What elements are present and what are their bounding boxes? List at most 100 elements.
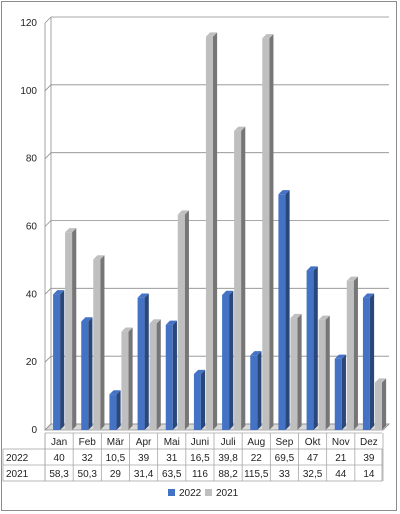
bar-side-2021-okt xyxy=(325,315,330,430)
x-category-label: Nov xyxy=(332,437,350,448)
bar-side-2021-mai xyxy=(184,210,189,430)
table-cell-value: 44 xyxy=(335,469,347,480)
table-series-label: 2021 xyxy=(6,469,29,480)
table-cell-value: 69,5 xyxy=(275,453,295,464)
table-cell-value: 116 xyxy=(192,469,208,480)
bar-top-2021-jan xyxy=(65,228,77,233)
table-cell-value: 39,8 xyxy=(218,453,238,464)
bar-side-2021-nov xyxy=(353,276,358,430)
bar-side-2022-apr xyxy=(144,293,149,430)
table-cell-value: 21 xyxy=(335,453,347,464)
bar-side-2021-jan xyxy=(72,228,77,430)
y-tick-label: 20 xyxy=(26,357,38,368)
bar-side-2021-aug xyxy=(269,34,274,430)
table-cell-value: 39 xyxy=(363,453,375,464)
bar-2022-feb xyxy=(81,321,89,430)
table-cell-value: 14 xyxy=(363,469,375,480)
bar-2021-sep xyxy=(290,318,298,430)
table-cell-value: 40 xyxy=(54,453,66,464)
bar-side-2021-feb xyxy=(100,255,105,430)
bar-top-2021-okt xyxy=(318,315,330,320)
table-cell-value: 63,5 xyxy=(162,469,182,480)
bar-top-2021-dez xyxy=(374,378,387,383)
bar-side-2021-mär xyxy=(128,327,133,430)
bar-top-2021-apr xyxy=(149,319,161,324)
x-category-label: Mär xyxy=(107,437,125,448)
legend-swatch xyxy=(205,489,212,496)
bar-2022-apr xyxy=(137,297,145,430)
bar-2022-mär xyxy=(109,394,117,430)
bar-top-2021-feb xyxy=(93,255,105,260)
x-category-label: Okt xyxy=(305,437,321,448)
bar-2021-nov xyxy=(346,280,354,430)
grid-lines xyxy=(44,16,390,431)
bar-top-2022-juli xyxy=(222,290,234,296)
x-category-label: Sep xyxy=(276,437,294,448)
bar-side-2022-feb xyxy=(88,317,93,430)
legend-label: 2021 xyxy=(216,488,239,499)
bars xyxy=(53,32,387,431)
table-cell-value: 39 xyxy=(138,453,150,464)
legend-label: 2022 xyxy=(179,488,202,499)
bar-2022-aug xyxy=(250,355,258,430)
bar-side-2022-jan xyxy=(60,290,65,430)
y-tick-label: 40 xyxy=(26,289,38,300)
table-cell-value: 58,3 xyxy=(49,469,69,480)
bar-top-2022-sep xyxy=(278,190,290,195)
bar-2022-dez xyxy=(362,297,370,430)
y-tick-label: 120 xyxy=(20,18,37,29)
table-cell-value: 88,2 xyxy=(218,469,238,480)
x-category-label: Mai xyxy=(164,437,180,448)
x-category-label: Aug xyxy=(247,437,265,448)
gridline-corner xyxy=(44,288,52,295)
bar-2021-juli xyxy=(234,130,242,431)
table-cell-value: 32,5 xyxy=(303,469,323,480)
bar-2021-juni xyxy=(205,36,213,431)
bar-top-2021-nov xyxy=(346,276,358,281)
bar-top-2022-okt xyxy=(306,266,318,271)
bar-2022-nov xyxy=(334,358,342,430)
x-category-label: Apr xyxy=(136,437,152,448)
bar-top-2022-dez xyxy=(362,293,375,298)
bar-2021-apr xyxy=(149,323,157,430)
bar-top-2021-juni xyxy=(205,32,218,37)
gridline-corner xyxy=(44,423,52,431)
table-cell-value: 29 xyxy=(110,469,122,480)
bar-2022-mai xyxy=(165,324,173,430)
bar-2022-sep xyxy=(278,194,286,430)
table-cell-value: 32 xyxy=(82,453,94,464)
bar-side-2022-dez xyxy=(369,293,375,430)
bar-2022-juni xyxy=(193,374,201,430)
bar-top-2022-mai xyxy=(165,320,177,325)
y-axis-tick-labels: 0 20 40 60 80 100 120 xyxy=(20,18,37,436)
x-category-label: Jan xyxy=(51,437,67,448)
bar-top-2022-feb xyxy=(81,317,93,322)
gridline-corner xyxy=(44,220,52,227)
gridline-corner xyxy=(44,152,52,159)
bar-side-2022-sep xyxy=(285,190,290,430)
bar-side-2022-mai xyxy=(172,320,177,430)
bar-top-2022-apr xyxy=(137,293,149,298)
legend: 2022 2021 xyxy=(168,488,239,499)
bar-side-2022-nov xyxy=(341,354,346,430)
gridline-corner xyxy=(44,16,52,24)
bar-2021-aug xyxy=(262,38,270,430)
table-cell-value: 33 xyxy=(279,469,291,480)
bar-top-2022-jan xyxy=(53,290,65,295)
table-cell-value: 16,5 xyxy=(190,453,210,464)
gridline-corner xyxy=(44,84,52,92)
bar-side-2021-sep xyxy=(297,313,302,430)
bar-side-2021-apr xyxy=(156,319,161,430)
bar-top-2021-mär xyxy=(121,327,133,332)
bar-side-2022-juni xyxy=(200,369,206,430)
gridline-corner xyxy=(44,355,52,363)
bar-top-2021-juli xyxy=(234,126,246,131)
bar-top-2022-mär xyxy=(109,390,121,395)
bar-2022-jan xyxy=(53,294,61,430)
legend-swatch xyxy=(168,489,175,496)
x-category-label: Juli xyxy=(221,437,236,448)
table-cell-value: 31,4 xyxy=(134,469,154,480)
bar-top-2022-aug xyxy=(250,351,262,356)
bar-side-2022-aug xyxy=(257,351,262,430)
